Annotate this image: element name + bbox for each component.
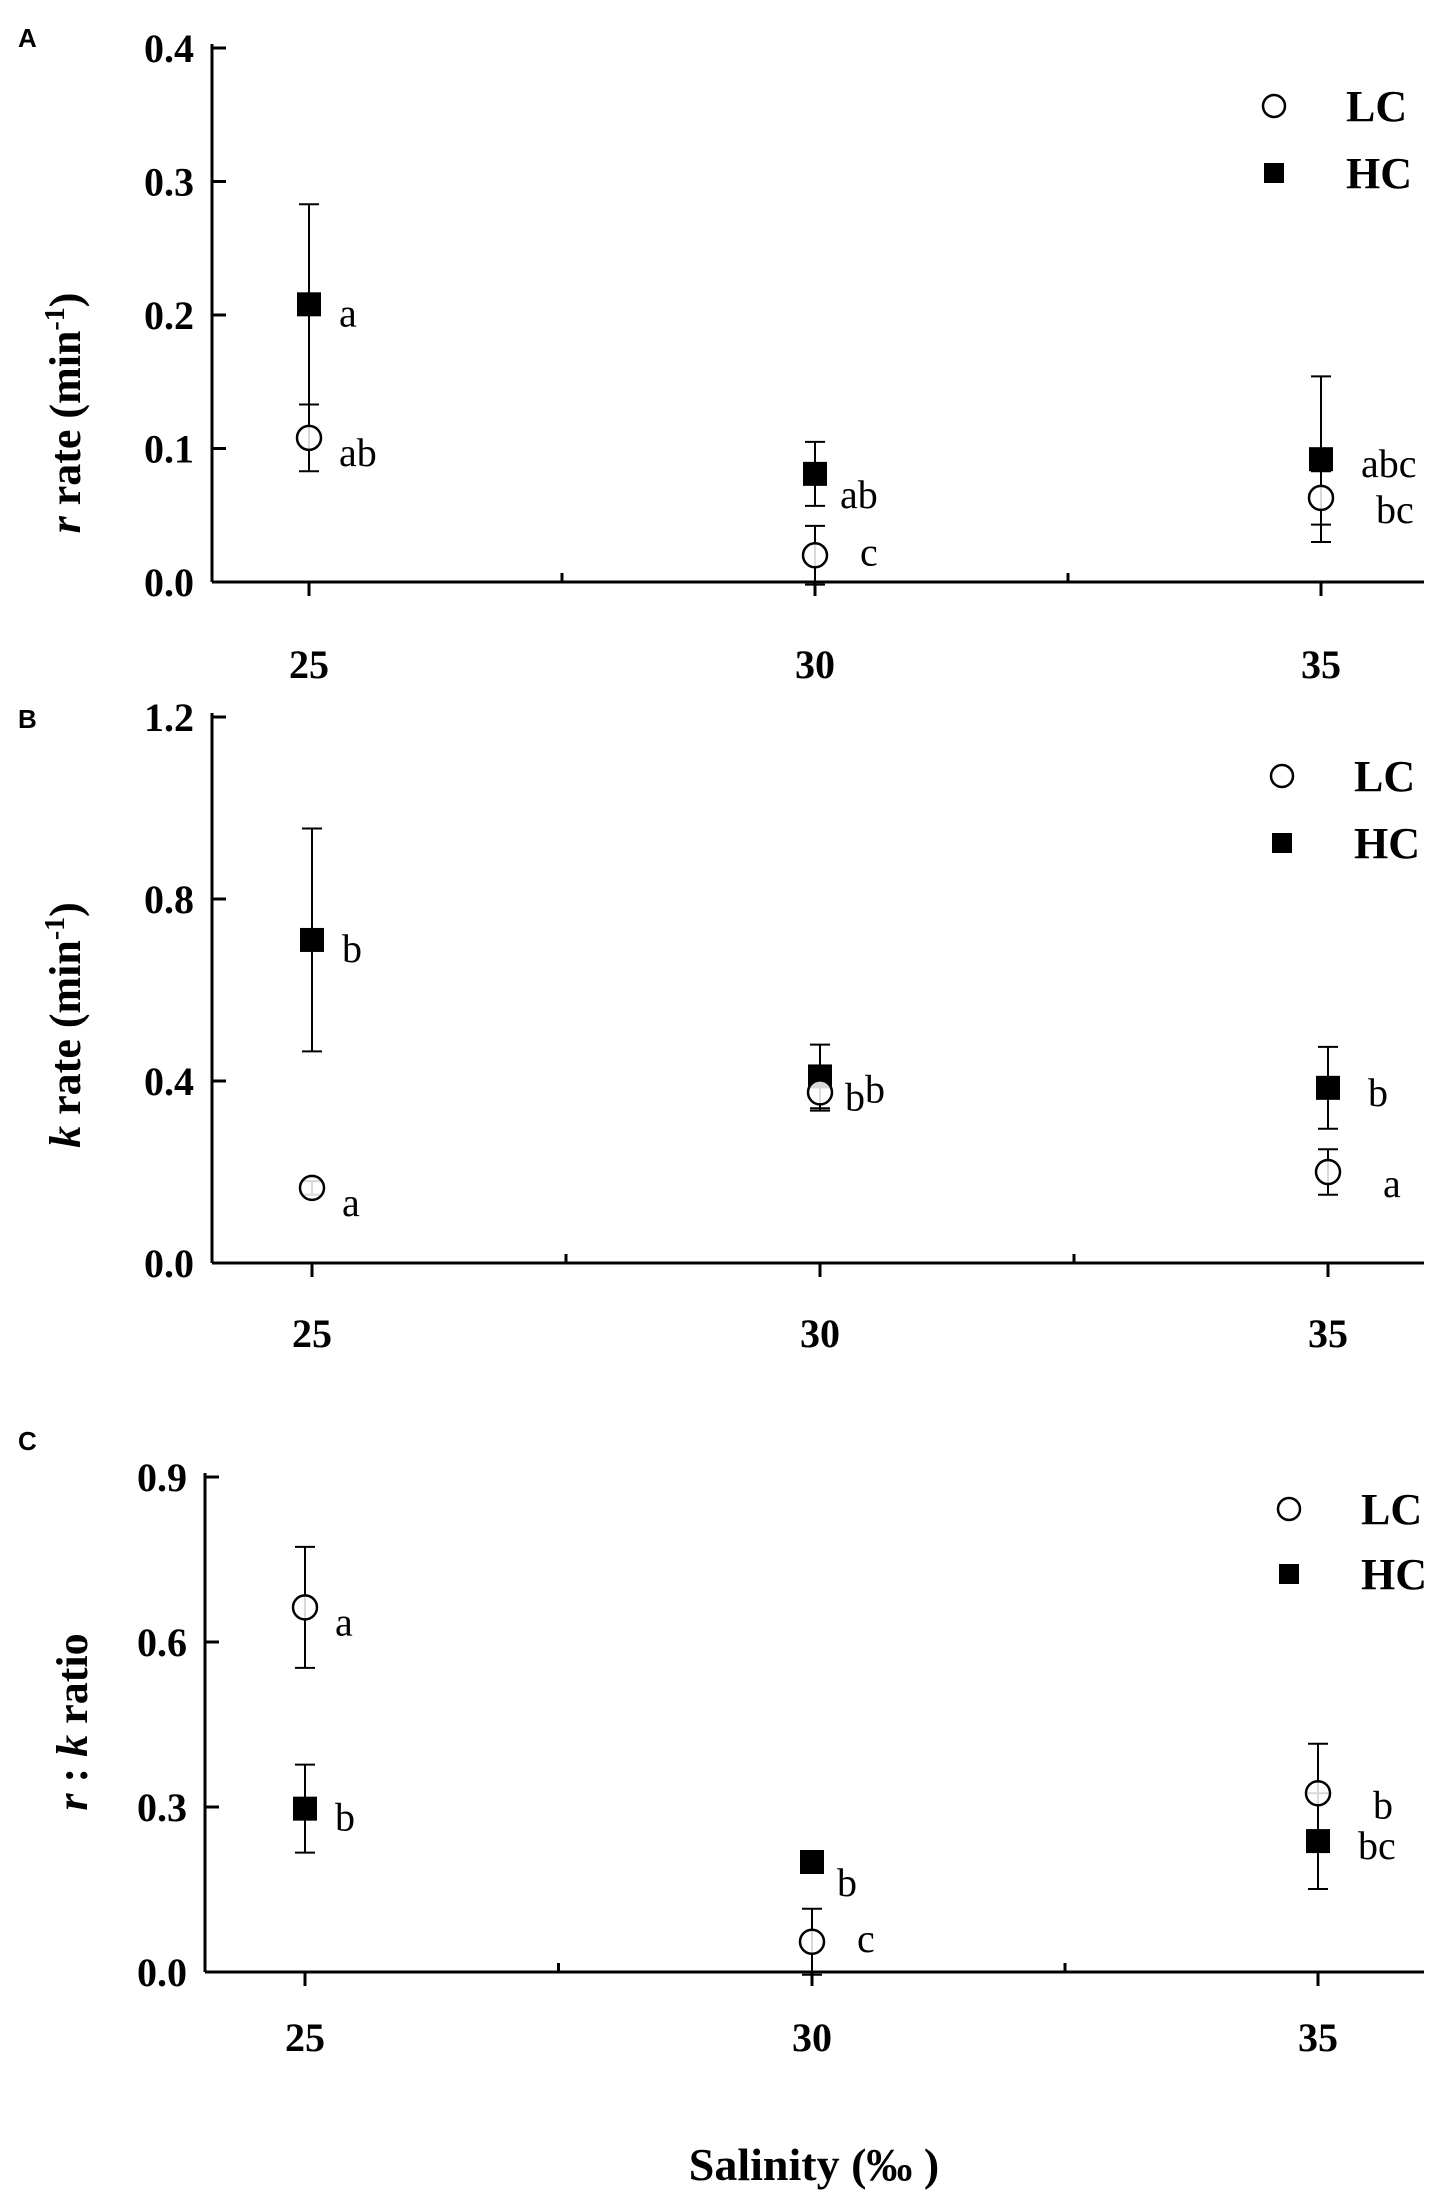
x-tick-label: 25 <box>285 2015 325 2060</box>
data-point-lc <box>291 1594 319 1621</box>
y-tick-label: 0.6 <box>137 1620 187 1665</box>
y-axis-label: r rate (min-1) <box>40 293 90 534</box>
y-tick-label: 0.4 <box>144 26 194 71</box>
legend-label-hc: HC <box>1361 1550 1427 1599</box>
significance-letter: b <box>342 926 362 971</box>
significance-letter: a <box>1383 1161 1401 1206</box>
legend-label-lc: LC <box>1346 82 1407 131</box>
y-tick-label: 0.1 <box>144 427 194 472</box>
data-point-hc <box>803 461 827 486</box>
data-point-hc <box>300 927 324 952</box>
data-point-hc <box>293 1796 317 1821</box>
y-tick-label: 0.3 <box>144 160 194 205</box>
data-point-lc <box>1314 1158 1342 1186</box>
x-tick-label: 35 <box>1308 1311 1348 1356</box>
significance-letter: b <box>1373 1782 1393 1827</box>
data-point-lc <box>798 1928 826 1955</box>
x-tick-label: 25 <box>292 1311 332 1356</box>
significance-letter: b <box>845 1074 865 1119</box>
significance-letter: a <box>339 290 357 335</box>
y-axis-label: r : k ratio <box>48 1633 97 1810</box>
panel-letter: A <box>18 23 37 53</box>
chart-panel-a: A 0.0 0.1 0.2 0.3 0.4 25 30 35 r rate (min-1) LC HC… <box>18 23 1424 687</box>
significance-letter: bc <box>1376 487 1414 532</box>
panel-letter: B <box>18 704 37 734</box>
data-point-lc <box>1304 1780 1332 1807</box>
data-point-hc <box>1309 447 1333 472</box>
legend-marker-hc <box>1279 1564 1299 1584</box>
significance-letter: ab <box>840 472 878 517</box>
significance-letter: c <box>860 529 878 574</box>
y-tick-label: 0.0 <box>144 560 194 605</box>
significance-letter: b <box>1368 1070 1388 1115</box>
y-tick-label: 0.0 <box>137 1950 187 1995</box>
x-tick-label: 30 <box>795 642 835 687</box>
legend-label-lc: LC <box>1361 1485 1422 1534</box>
significance-letter: b <box>865 1066 885 1111</box>
data-point-lc <box>806 1079 834 1106</box>
x-tick-label: 35 <box>1298 2015 1338 2060</box>
x-tick-label: 35 <box>1301 642 1341 687</box>
panel-letter: C <box>18 1426 37 1456</box>
data-point-hc <box>297 292 321 317</box>
y-axis-label: k rate (min-1) <box>40 902 90 1148</box>
y-tick-label: 0.0 <box>144 1241 194 1286</box>
data-point-hc <box>800 1850 824 1874</box>
chart-panel-c: C0.00.30.60.925 30 35r : k ratioLCHCbbbcac… <box>18 1426 1427 2190</box>
significance-letter: b <box>335 1795 355 1840</box>
x-tick-label: 30 <box>800 1311 840 1356</box>
legend-label-lc: LC <box>1354 752 1415 801</box>
significance-letter: b <box>837 1860 857 1905</box>
legend-marker-hc <box>1272 833 1292 853</box>
y-tick-label: 0.8 <box>144 877 194 922</box>
significance-letter: abc <box>1361 441 1417 486</box>
significance-letter: bc <box>1358 1823 1396 1868</box>
significance-letter: a <box>342 1180 360 1225</box>
significance-letter: ab <box>339 430 377 475</box>
y-tick-label: 0.4 <box>144 1059 194 1104</box>
x-tick-label: 30 <box>792 2015 832 2060</box>
x-axis-label: Salinity (‰ ) <box>689 2139 939 2190</box>
legend-label-hc: HC <box>1354 819 1420 868</box>
legend-marker-lc <box>1261 93 1287 119</box>
legend-label-hc: HC <box>1346 149 1412 198</box>
significance-letter: c <box>857 1916 875 1961</box>
data-point-lc <box>295 424 323 452</box>
data-point-hc <box>1316 1075 1340 1100</box>
data-point-lc <box>1307 484 1335 512</box>
legend-marker-lc <box>1276 1496 1302 1522</box>
data-point-lc <box>801 542 829 569</box>
y-tick-label: 0.2 <box>144 293 194 338</box>
data-point-lc <box>298 1174 326 1202</box>
y-tick-label: 0.9 <box>137 1455 187 1500</box>
y-tick-label: 1.2 <box>144 695 194 740</box>
significance-letter: a <box>335 1599 353 1644</box>
legend-marker-hc <box>1264 163 1284 183</box>
y-tick-label: 0.3 <box>137 1785 187 1830</box>
legend-marker-lc <box>1269 763 1295 789</box>
x-tick-label: 25 <box>289 642 329 687</box>
